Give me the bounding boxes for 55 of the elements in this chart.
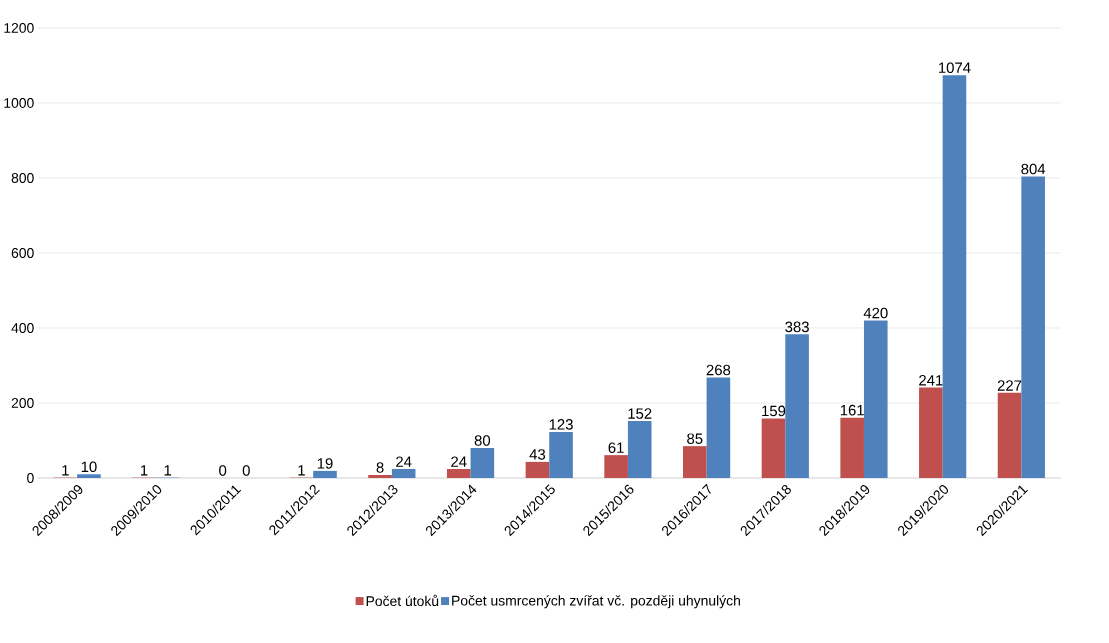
data-label: 85	[687, 433, 703, 445]
data-label: 8	[376, 462, 384, 473]
bar	[919, 387, 943, 479]
y-tick-label: 200	[11, 398, 34, 409]
y-tick-label: 800	[11, 173, 34, 184]
bar	[863, 320, 888, 479]
data-label: 24	[396, 456, 412, 467]
bar	[627, 421, 652, 479]
legend-label: Počet usmrcených zvířat vč. později uhynulých	[452, 595, 740, 609]
data-label: 10	[81, 461, 97, 473]
data-label: 80	[474, 435, 491, 446]
bar	[840, 417, 864, 479]
data-label: 1074	[939, 62, 971, 74]
bar	[683, 446, 707, 479]
bar	[446, 469, 471, 479]
data-label: 1	[62, 465, 69, 476]
bar	[761, 418, 786, 479]
y-tick-label: 0	[27, 473, 34, 484]
data-label: 268	[706, 364, 731, 376]
data-label: 0	[242, 465, 250, 476]
data-label: 804	[1021, 163, 1046, 175]
y-tick-label: 1000	[4, 98, 34, 109]
legend-label: Počet útoků	[366, 594, 439, 607]
bar	[997, 393, 1022, 479]
data-label: 1	[164, 465, 172, 476]
data-label: 24	[451, 456, 467, 467]
bar	[604, 455, 628, 479]
bar	[368, 475, 392, 479]
bar	[942, 75, 967, 479]
data-label: 241	[919, 375, 943, 386]
bar	[785, 334, 809, 479]
data-label: 1	[298, 465, 305, 476]
bar	[1021, 176, 1045, 479]
data-label: 383	[785, 321, 809, 333]
data-label: 123	[549, 419, 573, 430]
data-label: 152	[628, 408, 652, 419]
data-label: 61	[608, 442, 624, 454]
bar	[549, 432, 573, 479]
bar	[77, 474, 101, 479]
bar	[313, 471, 337, 479]
bar	[470, 448, 495, 479]
data-label: 159	[762, 405, 786, 417]
data-label: 0	[219, 465, 227, 476]
y-tick-label: 1200	[4, 23, 34, 34]
data-label: 227	[997, 380, 1022, 391]
data-label: 1	[141, 465, 148, 476]
data-label: 420	[863, 307, 888, 319]
data-label: 43	[529, 449, 546, 460]
data-label: 19	[317, 458, 333, 469]
y-tick-label: 400	[11, 323, 34, 334]
bar	[706, 377, 731, 479]
bar	[525, 462, 550, 479]
y-tick-label: 600	[11, 248, 34, 259]
data-label: 161	[840, 405, 864, 416]
bar	[391, 469, 416, 479]
